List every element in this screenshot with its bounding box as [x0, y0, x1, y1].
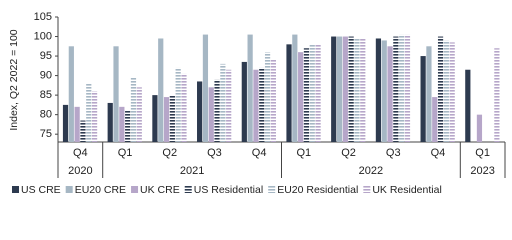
- legend-label: EU20 Residential: [277, 184, 358, 196]
- bar: [107, 102, 113, 142]
- bar: [404, 34, 411, 142]
- x-tick-label: Q1: [475, 147, 490, 159]
- bar: [303, 48, 310, 142]
- bar: [354, 38, 360, 142]
- bar: [342, 36, 348, 142]
- bar: [270, 59, 276, 142]
- bar: [465, 69, 471, 142]
- bar: [241, 61, 247, 142]
- bar: [91, 91, 98, 142]
- y-axis-label: Index, Q2 2022 = 100: [8, 29, 20, 130]
- bar: [158, 38, 164, 142]
- bar: [136, 87, 142, 142]
- legend-label: UK CRE: [140, 184, 180, 196]
- bar: [175, 67, 181, 142]
- x-group-label: 2022: [359, 165, 383, 177]
- legend-swatch: [268, 186, 276, 193]
- bar: [80, 120, 86, 142]
- bar: [247, 34, 253, 142]
- bar: [125, 110, 131, 142]
- bar: [336, 36, 343, 142]
- x-tick-label: Q3: [207, 147, 222, 159]
- y-tick-label: 80: [40, 109, 52, 121]
- x-tick-label: Q2: [341, 147, 356, 159]
- y-tick-label: 100: [34, 30, 52, 42]
- bar: [443, 40, 449, 142]
- legend-swatch: [363, 186, 371, 193]
- bar: [264, 52, 271, 142]
- bar: [286, 44, 292, 142]
- bar: [494, 48, 500, 142]
- legend-label: US Residential: [194, 184, 263, 196]
- bar: [208, 87, 214, 142]
- bar: [259, 67, 265, 142]
- legend-label: EU20 CRE: [75, 184, 126, 196]
- bar: [152, 95, 158, 142]
- bar: [130, 77, 137, 142]
- y-tick-label: 75: [40, 128, 52, 140]
- bar: [298, 52, 304, 142]
- bar: [426, 46, 432, 142]
- x-group-label: 2021: [180, 165, 204, 177]
- bar: [86, 83, 92, 142]
- bar: [197, 81, 203, 142]
- x-tick-label: Q1: [118, 147, 133, 159]
- bar: [315, 44, 321, 142]
- bar: [214, 79, 220, 142]
- x-tick-label: Q4: [431, 147, 446, 159]
- chart: Index, Q2 2022 = 100 75 80 85 90 95 100 105 Q4 2…: [8, 11, 506, 196]
- bar: [360, 38, 366, 142]
- bar: [181, 73, 187, 142]
- legend-swatch: [131, 186, 139, 193]
- bar: [292, 34, 298, 142]
- bar: [253, 69, 259, 142]
- legend-swatch: [65, 186, 73, 193]
- bar: [381, 40, 387, 142]
- bar: [449, 42, 455, 142]
- bar: [387, 46, 393, 142]
- bar: [432, 97, 438, 142]
- bar: [163, 97, 170, 142]
- bar: [74, 106, 80, 142]
- x-group-label: 2023: [470, 165, 494, 177]
- bar: [119, 106, 125, 142]
- x-tick-label: Q3: [386, 147, 401, 159]
- x-tick-label: Q4: [73, 147, 88, 159]
- x-group-label: 2020: [68, 165, 92, 177]
- bar: [169, 95, 175, 142]
- bar: [476, 114, 483, 142]
- y-tick-label: 105: [34, 11, 52, 23]
- x-tick-label: Q4: [252, 147, 267, 159]
- y-tick-label: 85: [40, 89, 52, 101]
- y-tick-label: 95: [40, 50, 52, 62]
- bar: [420, 56, 426, 142]
- legend-swatch: [12, 186, 19, 193]
- bar: [437, 36, 444, 142]
- bar: [399, 34, 405, 142]
- bar: [309, 44, 315, 142]
- bar: [113, 46, 119, 142]
- legend-label: US CRE: [21, 184, 61, 196]
- y-tick-label: 90: [40, 70, 52, 82]
- bar: [62, 104, 69, 142]
- bar: [220, 63, 226, 142]
- bar: [375, 38, 382, 142]
- legend-swatch: [184, 186, 192, 193]
- bar: [393, 36, 399, 142]
- bar: [202, 34, 209, 142]
- x-tick-label: Q1: [297, 147, 312, 159]
- bar: [226, 69, 232, 142]
- bar: [348, 36, 354, 142]
- bar: [68, 46, 74, 142]
- bar: [331, 36, 337, 142]
- legend-label: UK Residential: [372, 184, 441, 196]
- x-tick-label: Q2: [162, 147, 177, 159]
